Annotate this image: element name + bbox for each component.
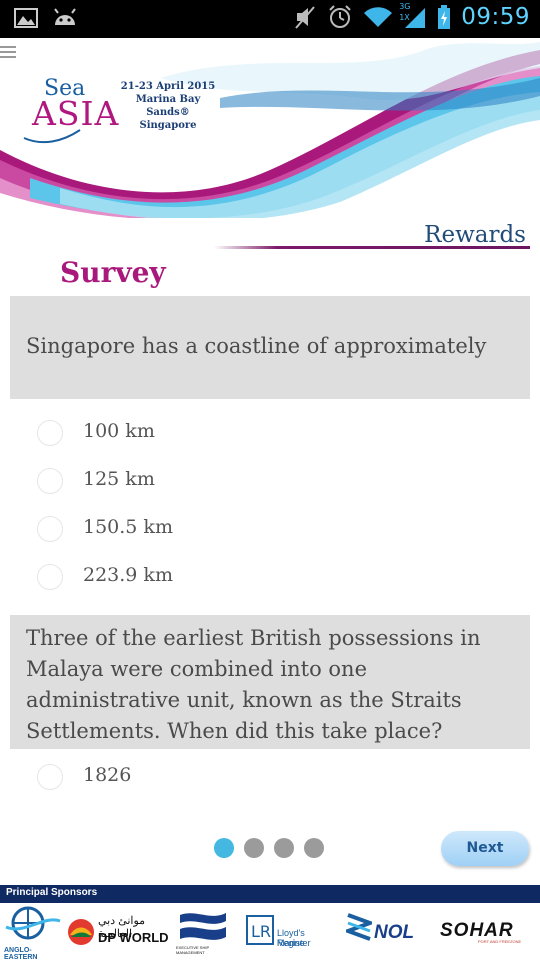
header-banner	[0, 38, 540, 218]
event-info: 21-23 April 2015 Marina Bay Sands® Singa…	[120, 80, 216, 132]
radio-button[interactable]	[37, 564, 63, 590]
sohar-sub-label: PORT AND FREEZONE	[478, 939, 522, 944]
option-100km[interactable]: 100 km	[0, 407, 540, 455]
option-label: 1826	[83, 764, 132, 786]
menu-icon[interactable]	[0, 44, 18, 58]
option-1826[interactable]: 1826	[0, 751, 540, 799]
nol-label: NOL	[374, 922, 415, 943]
page-dot-3[interactable]	[274, 838, 294, 858]
event-city: Singapore	[139, 120, 197, 131]
logo-line-2: ASIA	[32, 94, 120, 133]
lloyds-register-logo: LR Lloyd's Register Marine	[244, 903, 340, 960]
option-150-5km[interactable]: 150.5 km	[0, 503, 540, 551]
page-dot-2[interactable]	[244, 838, 264, 858]
status-bar: 3G 1X 09:59	[0, 0, 540, 38]
question-2: Three of the earliest British possession…	[10, 615, 530, 749]
sponsor-title: Principal Sponsors	[6, 887, 98, 898]
event-dates: 21-23 April 2015	[120, 81, 216, 92]
sohar-label: SOHAR	[440, 920, 514, 941]
rewards-title: Rewards	[424, 222, 526, 248]
anglo-eastern-label: ANGLO-EASTERN	[4, 947, 38, 960]
nol-logo: NOL	[346, 903, 430, 960]
option-125km[interactable]: 125 km	[0, 455, 540, 503]
dp-world-label: DP WORLD	[98, 930, 169, 945]
wave-graphic	[0, 38, 540, 218]
network-badge-secondary: 1X	[399, 13, 410, 22]
survey-scroll-area[interactable]: Singapore has a coastline of approximate…	[0, 296, 540, 811]
dp-world-logo: موانئ دبي العالمية DP WORLD	[66, 903, 172, 960]
page-dot-4[interactable]	[304, 838, 324, 858]
sea-asia-logo: Sea ASIA	[22, 76, 122, 148]
question-1: Singapore has a coastline of approximate…	[10, 296, 530, 399]
network-badge: 3G	[399, 2, 411, 11]
esm-label: EXECUTIVE SHIP MANAGEMENT	[176, 945, 210, 955]
survey-title: Survey	[60, 256, 166, 289]
next-button[interactable]: Next	[441, 831, 529, 866]
option-1867[interactable]: 1867	[0, 799, 540, 811]
lloyds-line-2: Marine	[277, 938, 305, 948]
dp-world-arabic: موانئ دبي العالمية	[98, 915, 146, 940]
question-2-options: 1826 1867	[0, 749, 540, 811]
option-label: 150.5 km	[83, 516, 173, 538]
sponsor-bar: Principal Sponsors	[0, 885, 540, 903]
logo-line-1: Sea	[44, 76, 86, 101]
battery-icon	[437, 4, 451, 30]
radio-button[interactable]	[37, 468, 63, 494]
rewards-underline	[214, 246, 530, 249]
logo-swoosh	[23, 129, 81, 144]
question-1-options: 100 km 125 km 150.5 km 223.9 km	[0, 399, 540, 599]
event-venue: Marina Bay Sands®	[135, 94, 201, 118]
lloyds-line-1: Lloyd's Register	[277, 928, 311, 948]
sponsor-logos: ANGLO-EASTERN موانئ دبي العالمية DP WORL…	[0, 903, 540, 960]
radio-button[interactable]	[37, 420, 63, 446]
option-label: 100 km	[83, 420, 155, 442]
signal-icon: 3G 1X	[399, 2, 427, 30]
radio-button[interactable]	[37, 764, 63, 790]
page-indicator	[214, 838, 324, 858]
option-label: 223.9 km	[83, 564, 173, 586]
page-dot-1[interactable]	[214, 838, 234, 858]
option-label: 125 km	[83, 468, 155, 490]
anglo-eastern-logo: ANGLO-EASTERN	[4, 903, 62, 960]
mute-icon	[293, 4, 317, 30]
android-icon	[52, 7, 78, 29]
image-icon	[14, 7, 38, 29]
esm-logo: EXECUTIVE SHIP MANAGEMENT	[176, 903, 234, 960]
alarm-icon	[327, 4, 353, 30]
sohar-logo: SOHAR PORT AND FREEZONE	[438, 903, 534, 960]
wifi-icon	[363, 5, 393, 29]
svg-text:LR: LR	[251, 922, 271, 941]
radio-button[interactable]	[37, 516, 63, 542]
clock: 09:59	[461, 4, 530, 30]
option-223-9km[interactable]: 223.9 km	[0, 551, 540, 599]
